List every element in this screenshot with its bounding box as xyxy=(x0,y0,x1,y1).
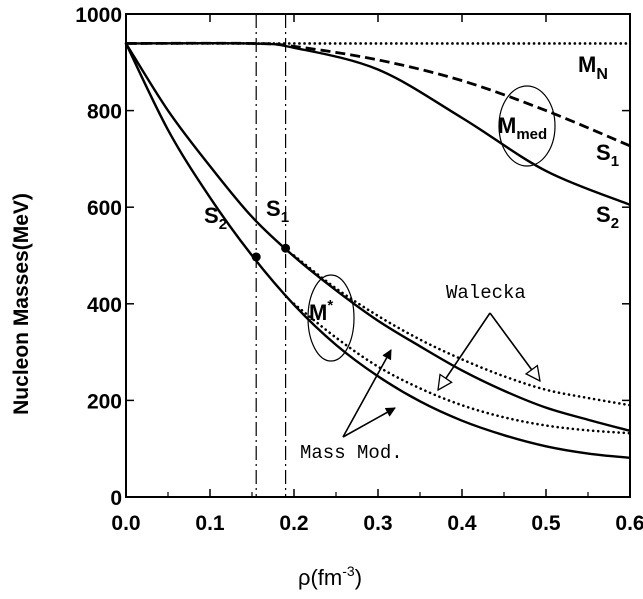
y-tick-label: 0 xyxy=(110,487,122,510)
y-tick-label: 400 xyxy=(87,294,122,317)
mmed-circle xyxy=(498,85,556,167)
massmod-arrow-up xyxy=(342,349,392,438)
y-axis-label: Nucleon Masses(MeV) xyxy=(10,193,33,415)
x-axis-label: ρ(fm-3) xyxy=(298,563,362,590)
massmod-arrow-down xyxy=(342,407,396,438)
series-line-6 xyxy=(292,254,632,407)
x-tick-label: 0.1 xyxy=(195,512,225,535)
axis-ticks: 0.0 0.1 0.2 0.3 0.4 0.5 0.6 0 200 400 600 800 1000 xyxy=(75,4,643,535)
label-s1-left: S1 xyxy=(266,196,289,226)
x-tick-label: 0.6 xyxy=(615,512,643,535)
label-s2-right: S2 xyxy=(596,202,619,232)
data-point xyxy=(281,243,291,253)
series-line-3 xyxy=(125,41,631,206)
data-points xyxy=(251,243,291,262)
y-tick-label: 600 xyxy=(87,197,122,220)
label-massmod: Mass Mod. xyxy=(300,442,403,464)
x-tick-label: 0.5 xyxy=(531,512,561,535)
walecka-arrow-right xyxy=(489,312,540,381)
label-s1-right: S1 xyxy=(596,140,619,170)
walecka-arrow-left xyxy=(438,312,491,390)
mstar-circle xyxy=(307,274,355,362)
series-line-5 xyxy=(124,42,631,460)
vertical-lines xyxy=(255,14,287,497)
label-walecka: Walecka xyxy=(446,282,526,304)
x-tick-label: 0.4 xyxy=(447,512,477,535)
x-tick-label: 0.2 xyxy=(279,512,308,535)
label-s2-left: S2 xyxy=(204,203,227,233)
x-tick-label: 0.3 xyxy=(363,512,392,535)
data-point xyxy=(251,252,261,262)
y-tick-label: 1000 xyxy=(75,4,122,27)
label-mmed: Mmed xyxy=(498,113,547,143)
series-line-7 xyxy=(292,302,632,435)
series-layer xyxy=(124,41,632,460)
y-tick-label: 200 xyxy=(87,390,122,413)
label-mn: MN xyxy=(578,52,608,83)
y-tick-label: 800 xyxy=(87,101,122,124)
plot-frame xyxy=(125,13,631,498)
series-line-4 xyxy=(124,42,631,432)
label-mstar: M* xyxy=(309,297,333,325)
series-line-2 xyxy=(125,41,631,148)
x-tick-label: 0.0 xyxy=(111,512,140,535)
